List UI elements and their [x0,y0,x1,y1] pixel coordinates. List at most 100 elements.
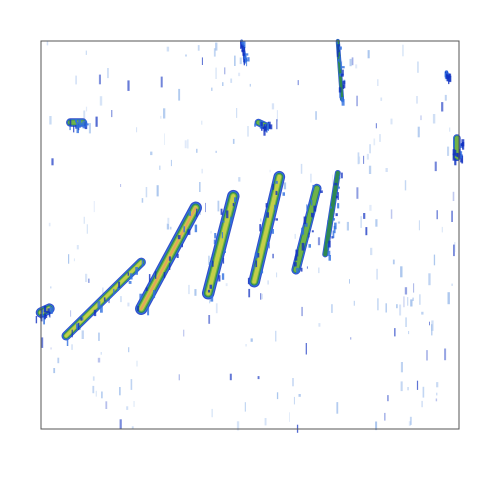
speckle [444,348,447,361]
speckle [350,337,352,340]
speckle [380,97,383,101]
speckle [68,254,70,264]
speckle [133,401,135,407]
feature-fringe [337,203,340,209]
feature-fringe [118,281,121,288]
feature-fringe [100,305,103,313]
feature-fringe [444,73,447,79]
speckle [366,153,369,160]
feature-fringe [77,322,80,331]
speckle [128,347,130,353]
feature-fringe [255,260,258,268]
speckle [260,293,262,300]
feature-fringe [331,236,334,239]
feature-level [140,206,197,310]
speckle [351,57,354,66]
speckle [81,330,84,339]
feature-fringe [86,123,89,126]
speckle [86,224,88,234]
speckle [355,64,358,69]
speckle [131,426,134,430]
speckle [421,311,424,315]
feature-fringe [328,240,331,248]
speckle [409,416,412,425]
feature-fringe [311,230,314,233]
feature-fringe [334,182,338,186]
feature-fringe [269,124,273,130]
speckle [57,357,60,364]
speckle [208,315,211,324]
feature-fringe [207,289,211,293]
feature-fringe [181,244,183,248]
plot-frame [40,40,460,430]
speckle [353,300,355,306]
speckle [405,317,407,327]
speckle [185,54,187,57]
feature-fringe [260,270,264,274]
feature-fringe [311,212,314,218]
speckle [85,50,87,55]
speckle [215,303,218,314]
speckle [444,94,447,101]
feature-fringe [75,119,78,124]
speckle [331,304,333,313]
speckle [301,306,303,317]
speckle [387,395,389,402]
feature-fringe [241,45,244,52]
feature-fringe [339,92,341,98]
speckle [215,150,217,153]
speckle [166,46,170,52]
feature-fringe [48,311,50,317]
speckle [205,202,206,213]
speckle [101,391,103,399]
feature-fringe [176,253,179,258]
speckle [441,226,443,233]
feature-fringe [47,308,50,313]
speckle [236,108,238,118]
speckle [429,321,430,326]
feature-fringe [194,224,198,233]
speckle [119,419,122,430]
speckle [145,187,148,198]
speckle [264,418,267,426]
feature-fringe [247,57,250,62]
speckle [365,227,368,236]
speckle [211,408,213,418]
feature-fringe [71,329,73,338]
feature-fringe [209,284,212,289]
feature-fringe [242,50,244,56]
feature-ridge-1 [61,257,146,346]
speckle [239,57,242,65]
speckle [238,177,241,182]
speckle [375,123,377,129]
speckle [275,330,277,342]
feature-fringe [304,223,308,227]
feature-fringe [342,84,344,89]
speckle [71,344,73,350]
speckle [222,82,224,86]
speckle [98,332,100,341]
feature-fringe [247,277,250,285]
speckle [75,75,77,85]
speckle [127,80,130,91]
feature-fringe [80,317,83,321]
speckle [297,80,299,86]
feature-fringe [218,275,221,282]
speckle [196,148,198,153]
feature-fringe [80,122,84,126]
feature-fringe [341,172,343,179]
speckle [428,273,431,286]
speckle [267,280,269,285]
speckle [160,76,163,88]
feature-fringe [312,184,315,191]
speckle [49,116,52,125]
feature-fringe [320,190,323,193]
feature-fringe [265,203,268,208]
speckle [385,168,388,172]
speckle [107,68,109,79]
speckle [164,133,165,145]
feature-fringe [220,208,223,215]
feature-fringe [339,56,341,63]
feature-fringe [334,222,337,230]
feature-fringe [76,125,79,134]
